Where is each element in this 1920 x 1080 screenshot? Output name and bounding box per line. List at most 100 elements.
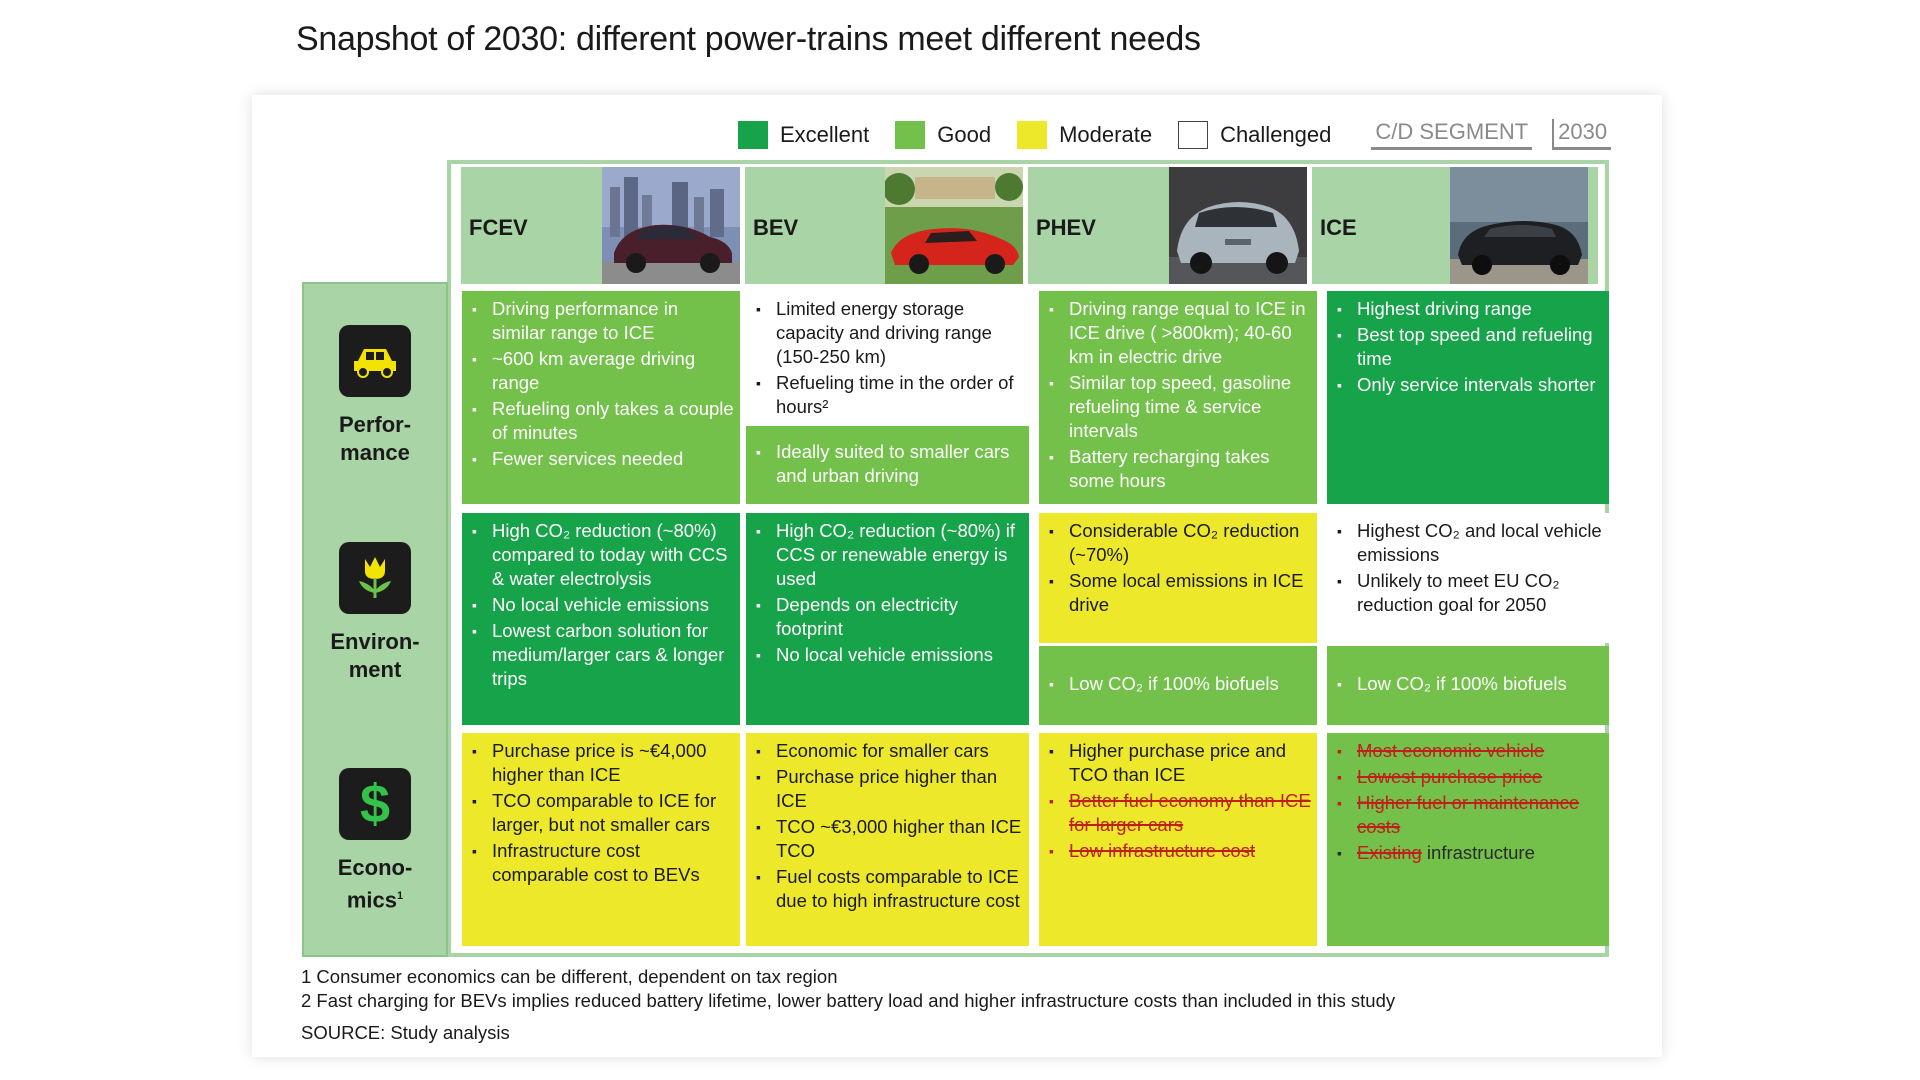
category-label-environment-2: ment — [348, 657, 402, 682]
legend-swatch-good — [895, 120, 926, 149]
legend-label-moderate: Moderate — [1059, 121, 1153, 147]
cell-environment-phev-reduction: Considerable CO₂ reduction (~70%)Some lo… — [1039, 513, 1317, 643]
cell-environment-bev: High CO₂ reduction (~80%) if CCS or rene… — [746, 513, 1029, 725]
cell-environment-fcev: High CO₂ reduction (~80%) compared to to… — [462, 513, 740, 725]
legend-swatch-moderate — [1017, 120, 1048, 149]
cell-environment-ice-emissions: Highest CO₂ and local vehicle emissionsU… — [1327, 513, 1609, 643]
list-item: No local vehicle emissions — [470, 593, 734, 617]
list-item: TCO comparable to ICE for larger, but no… — [470, 789, 734, 837]
list-item-text: infrastructure — [1421, 842, 1535, 863]
footnote-1: 1 Consumer economics can be different, d… — [301, 966, 838, 987]
cell-performance-ice: Highest driving rangeBest top speed and … — [1327, 291, 1609, 504]
list-item: Driving range equal to ICE in ICE drive … — [1047, 297, 1311, 369]
list-item: Higher purchase price and TCO than ICE — [1047, 739, 1311, 787]
year-tag: 2030 — [1552, 119, 1612, 150]
list-item: TCO ~€3,000 higher than ICE TCO — [754, 815, 1023, 863]
silver-hatchback-photo — [1169, 167, 1307, 284]
red-roadster-photo — [885, 167, 1023, 284]
cell-performance-bev-urban: Ideally suited to smaller cars and urban… — [746, 426, 1029, 504]
column-header-phev: PHEV — [1028, 167, 1307, 284]
list-item: Economic for smaller cars — [754, 739, 1023, 763]
dark-sedan-photo — [1450, 167, 1588, 284]
list-item: Refueling only takes a couple of minutes — [470, 397, 734, 445]
list-item: Low CO₂ if 100% biofuels — [1335, 672, 1603, 696]
list-item: Some local emissions in ICE drive — [1047, 569, 1311, 617]
legend-challenged: Challenged — [1178, 120, 1332, 149]
cell-environment-phev-biofuels: Low CO₂ if 100% biofuels — [1039, 646, 1317, 725]
column-name-ice: ICE — [1320, 215, 1357, 240]
cell-economics-ice: Most economic vehicleLowest purchase pri… — [1327, 733, 1609, 946]
list-item: Considerable CO₂ reduction (~70%) — [1047, 519, 1311, 567]
list-item: Infrastructure cost comparable cost to B… — [470, 839, 734, 887]
category-label-environment-1: Environ- — [330, 629, 420, 654]
list-item: Better fuel economy than ICE for larger … — [1047, 789, 1311, 837]
list-item: Fuel costs comparable to ICE due to high… — [754, 865, 1023, 913]
category-environment: Environ-ment — [302, 542, 448, 684]
list-item: Only service intervals shorter — [1335, 373, 1603, 397]
list-item: Limited energy storage capacity and driv… — [754, 297, 1023, 369]
list-item: Best top speed and refueling time — [1335, 323, 1603, 371]
sedan-photo — [602, 167, 740, 284]
category-label-performance-1: Perfor- — [338, 412, 412, 437]
list-item: Higher fuel or maintenance costs — [1335, 791, 1603, 839]
column-name-fcev: FCEV — [469, 215, 528, 240]
list-item: Highest CO₂ and local vehicle emissions — [1335, 519, 1603, 567]
list-item: Driving performance in similar range to … — [470, 297, 734, 345]
list-item: Low CO₂ if 100% biofuels — [1047, 672, 1311, 696]
dollar-icon: $ — [339, 768, 411, 840]
column-header-bev: BEV — [745, 167, 1023, 284]
category-label-performance-2: mance — [340, 440, 410, 465]
column-name-bev: BEV — [753, 215, 799, 240]
cell-performance-fcev: Driving performance in similar range to … — [462, 291, 740, 504]
list-item: High CO₂ reduction (~80%) if CCS or rene… — [754, 519, 1023, 591]
footnote-2: 2 Fast charging for BEVs implies reduced… — [301, 990, 1396, 1011]
list-item: High CO₂ reduction (~80%) compared to to… — [470, 519, 734, 591]
legend-swatch-challenged — [1178, 120, 1209, 149]
cell-performance-phev: Driving range equal to ICE in ICE drive … — [1039, 291, 1317, 504]
list-item: No local vehicle emissions — [754, 643, 1023, 667]
struck-text: Existing — [1357, 842, 1422, 863]
legend-label-good: Good — [937, 121, 992, 147]
list-item: Battery recharging takes some hours — [1047, 445, 1311, 493]
list-item: Refueling time in the order of hours² — [754, 371, 1023, 419]
cell-environment-ice-biofuels: Low CO₂ if 100% biofuels — [1327, 646, 1609, 725]
category-label-economics-1: Econo- — [337, 855, 413, 880]
list-item: Lowest purchase price — [1335, 765, 1603, 789]
cell-economics-fcev: Purchase price is ~€4,000 higher than IC… — [462, 733, 740, 946]
legend: Excellent Good Moderate Challenged C/D S… — [738, 119, 1612, 150]
legend-moderate: Moderate — [1017, 120, 1153, 149]
page-title: Snapshot of 2030: different power-trains… — [296, 20, 1201, 58]
column-name-phev: PHEV — [1036, 215, 1096, 240]
legend-swatch-excellent — [738, 120, 768, 149]
category-label-economics-sup: 1 — [397, 890, 404, 902]
list-item: Purchase price higher than ICE — [754, 765, 1023, 813]
segment-tag: C/D SEGMENT — [1371, 119, 1533, 150]
list-item: Purchase price is ~€4,000 higher than IC… — [470, 739, 734, 787]
category-performance: Perfor-mance — [302, 325, 448, 467]
list-item: Existing infrastructure — [1335, 841, 1603, 865]
flower-icon — [339, 542, 411, 614]
list-item: Ideally suited to smaller cars and urban… — [754, 440, 1023, 488]
cell-economics-bev: Economic for smaller carsPurchase price … — [746, 733, 1029, 946]
list-item: Most economic vehicle — [1335, 739, 1603, 763]
column-header-ice: ICE — [1312, 167, 1598, 284]
legend-excellent: Excellent — [738, 120, 870, 149]
list-item: Highest driving range — [1335, 297, 1603, 321]
category-label-economics-2: mics — [346, 887, 398, 913]
list-item: Depends on electricity footprint — [754, 593, 1023, 641]
cell-performance-bev-limits: Limited energy storage capacity and driv… — [746, 291, 1029, 424]
legend-label-challenged: Challenged — [1220, 121, 1332, 147]
list-item: Fewer services needed — [470, 447, 734, 471]
source-note: SOURCE: Study analysis — [301, 1022, 510, 1043]
list-item: Lowest carbon solution for medium/larger… — [470, 619, 734, 691]
list-item: ~600 km average driving range — [470, 347, 734, 395]
list-item: Low infrastructure cost — [1047, 839, 1311, 863]
list-item: Similar top speed, gasoline refueling ti… — [1047, 371, 1311, 443]
legend-label-excellent: Excellent — [780, 121, 870, 147]
cell-economics-phev: Higher purchase price and TCO than ICE B… — [1039, 733, 1317, 946]
list-item: Unlikely to meet EU CO₂ reduction goal f… — [1335, 569, 1603, 617]
column-header-fcev: FCEV — [461, 167, 740, 284]
car-icon — [339, 325, 411, 397]
category-economics: $ Econo-mics1 — [302, 768, 448, 914]
legend-good: Good — [895, 120, 992, 149]
